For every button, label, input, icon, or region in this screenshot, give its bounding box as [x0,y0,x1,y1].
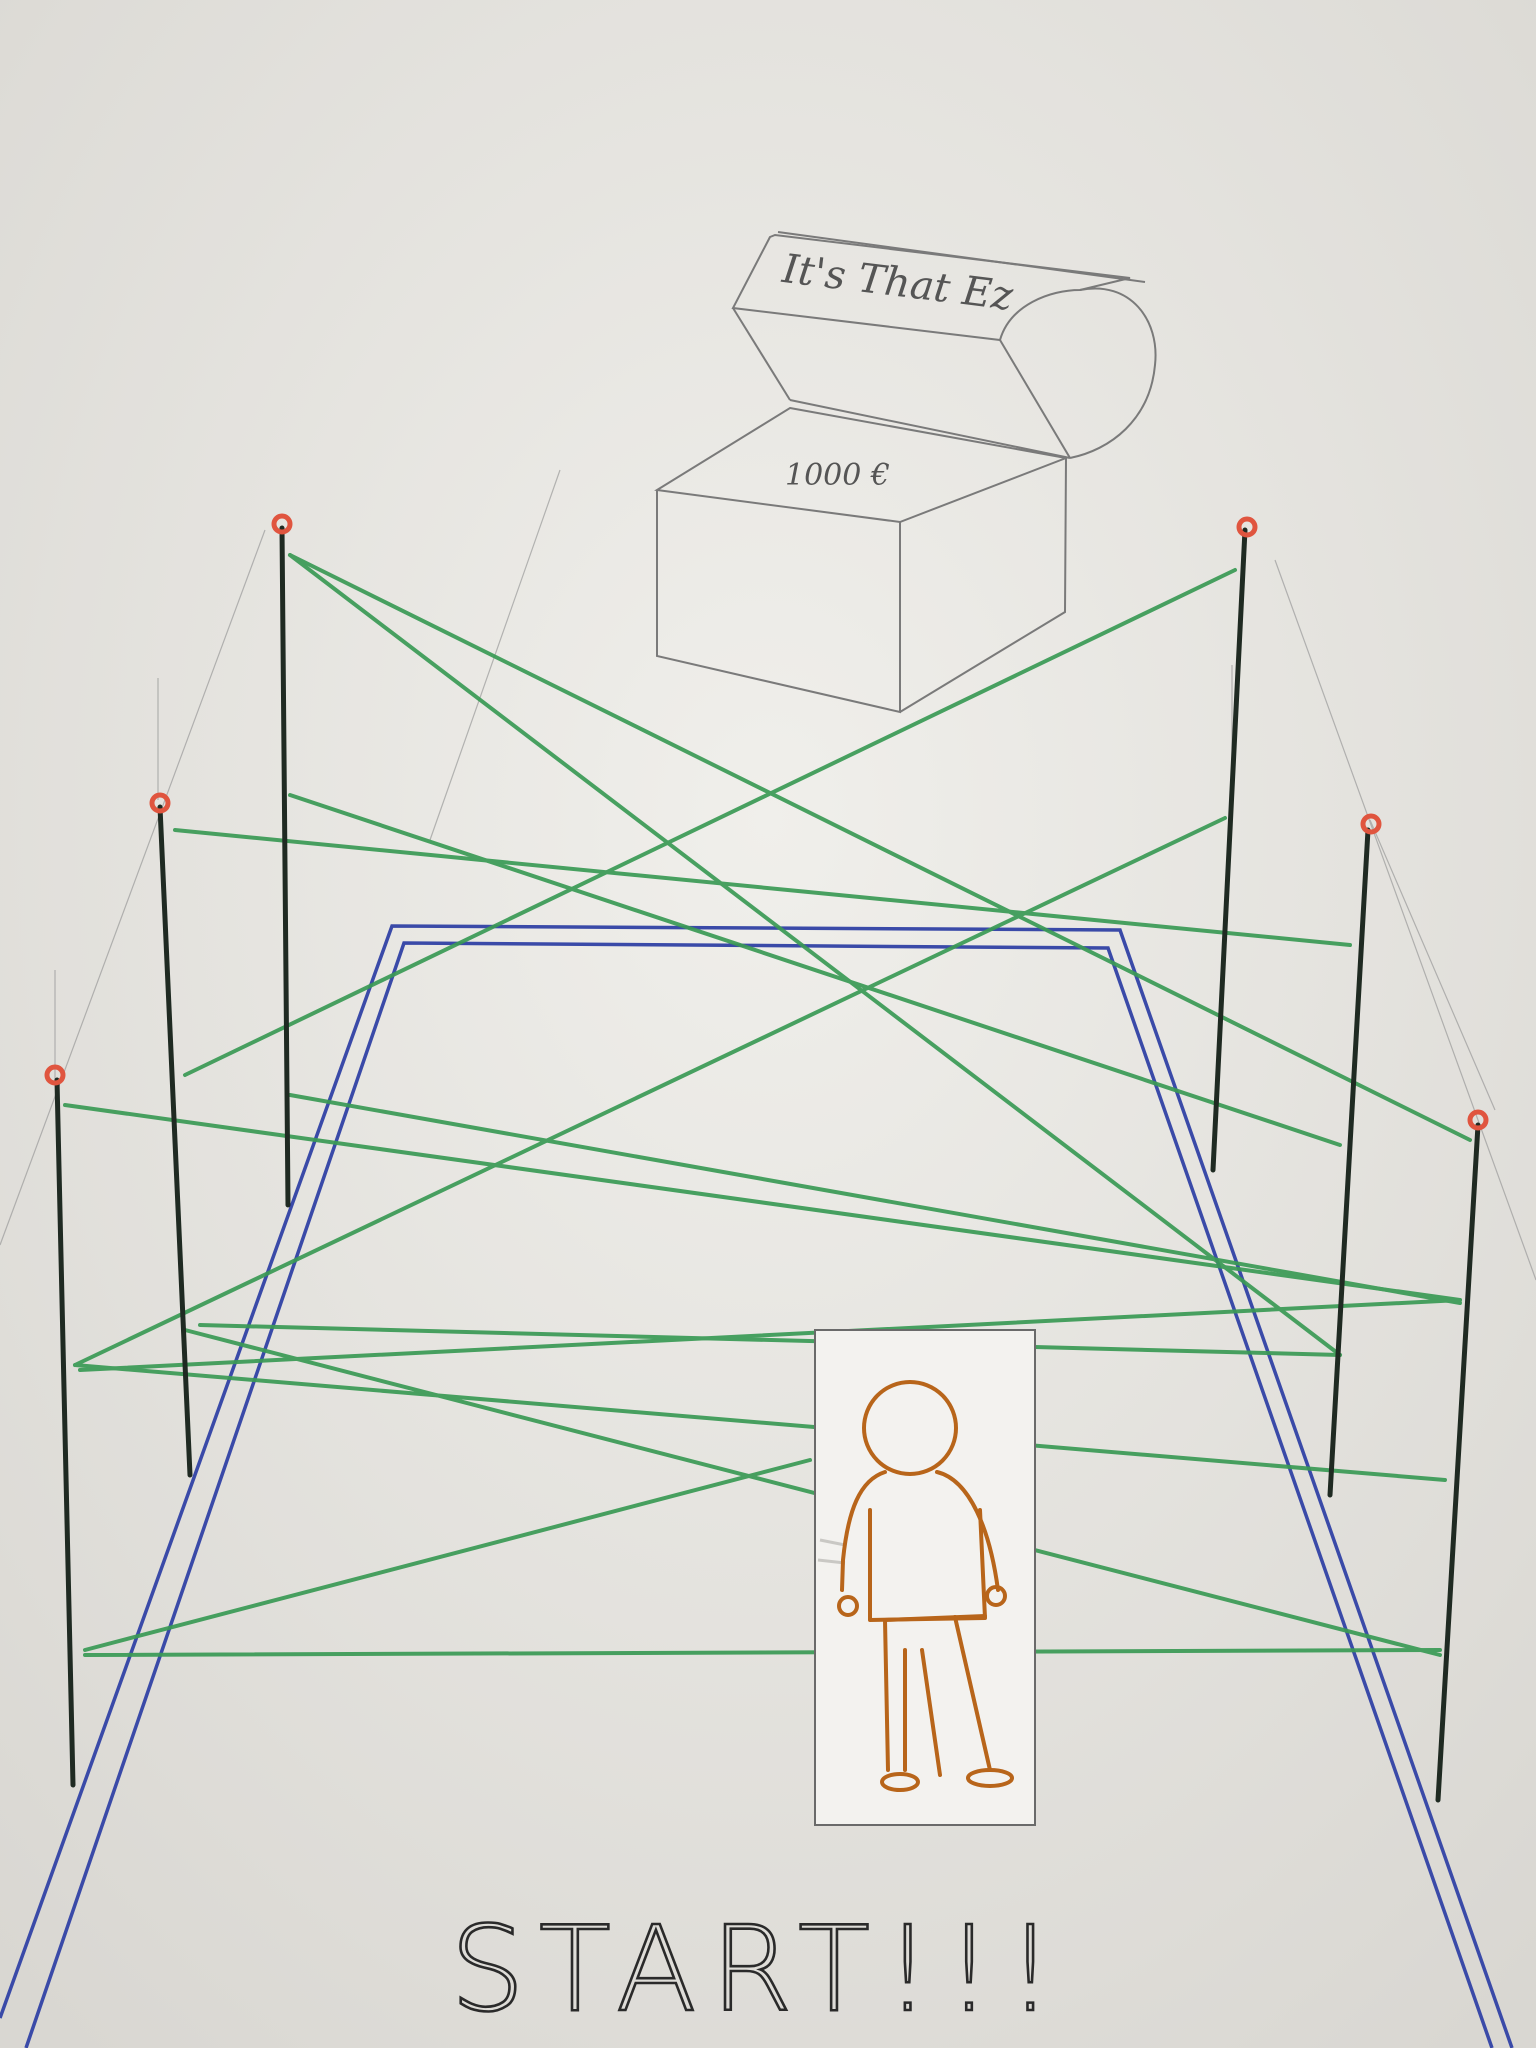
pencil-guides [0,469,1536,1281]
laser-pole-icon [157,804,193,1478]
laser-pole-icon [1327,827,1371,1498]
laser-pole-icon [54,1077,76,1788]
blue-path [0,924,1514,2048]
chest-body-text: 1000 € [785,458,890,493]
treasure-chest-icon [654,231,1157,714]
laser-poles [54,525,1481,1803]
start-text: START!!! [450,1900,1068,2038]
laser-pole-icon [1435,1122,1481,1803]
stick-figure-icon [837,1380,1014,1792]
laser-pole-icon [279,525,291,1208]
figure-card [814,1329,1036,1826]
pole-caps [44,513,1489,1131]
laser-pole-icon [1210,527,1248,1173]
laser-lines [63,553,1472,1657]
